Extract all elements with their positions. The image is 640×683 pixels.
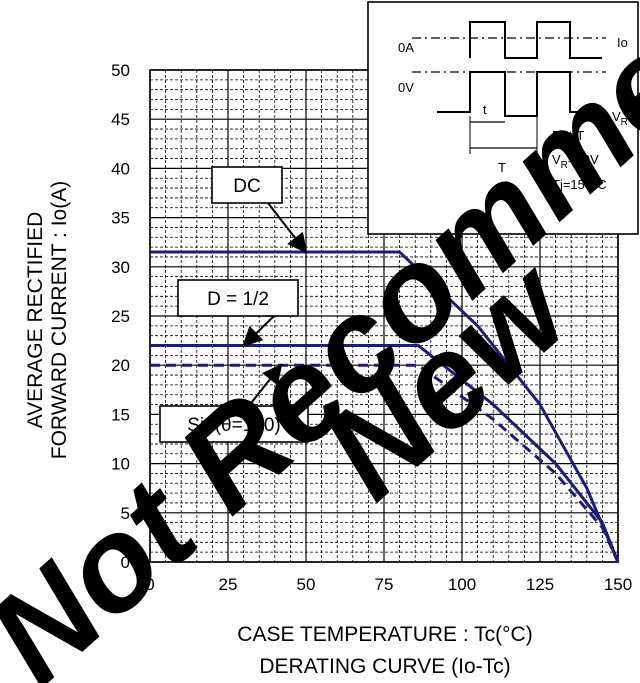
- y-tick-label: 25: [111, 307, 130, 326]
- x-axis-label: CASE TEMPERATURE : Tc(°C): [237, 623, 532, 646]
- inset-io: Io: [617, 35, 628, 50]
- inset-T: T: [498, 160, 506, 175]
- series-line: [150, 344, 620, 563]
- series-line: [150, 363, 620, 563]
- x-tick-label: 125: [526, 575, 554, 594]
- inset-vr: VR: [612, 109, 628, 128]
- x-tick-label: 50: [297, 575, 316, 594]
- callout-label: D = 1/2: [207, 289, 269, 310]
- inset-t: t: [483, 102, 487, 117]
- series-line: [150, 250, 620, 563]
- x-tick-label: 75: [375, 575, 394, 594]
- callout-arrow: [267, 202, 308, 254]
- callout-arrow: [242, 315, 275, 347]
- x-tick-label: 100: [448, 575, 476, 594]
- y-tick-label: 5: [121, 504, 130, 523]
- y-axis-label-line1: AVERAGE RECTIFIED: [24, 212, 47, 429]
- y-tick-label: 50: [111, 61, 130, 80]
- inset-tj: Tj=150°C: [552, 177, 607, 192]
- inset-0v: 0V: [398, 80, 414, 95]
- inset-vr-value: VR=30V: [552, 152, 599, 171]
- y-tick-label: 10: [111, 455, 130, 474]
- callout-box: [159, 405, 309, 443]
- y-tick-label: 30: [111, 258, 130, 277]
- callout-box: [177, 279, 299, 317]
- series-layer: [150, 250, 620, 563]
- callout-arrow: [248, 363, 283, 407]
- x-tick-label: 25: [219, 575, 238, 594]
- inset-0a: 0A: [398, 40, 414, 55]
- y-axis-label-line2: FORWARD CURRENT : Io(A): [48, 181, 71, 459]
- y-tick-label: 40: [111, 159, 130, 178]
- x-tick-label: 150: [604, 575, 632, 594]
- chart-caption: DERATING CURVE (Io-Tc): [259, 655, 510, 678]
- inset-waveform: Io 0A 0V t T VR D=t/T VR=30V Tj=150°C: [367, 1, 639, 235]
- y-tick-label: 0: [121, 553, 130, 572]
- y-tick-label: 15: [111, 405, 130, 424]
- callout-box: [211, 166, 283, 204]
- inset-duty: D=t/T: [552, 128, 584, 143]
- annotations: DC D = 1/2 Sin(θ=180): [159, 166, 309, 443]
- x-tick-label: 0: [145, 575, 154, 594]
- tick-labels: 0 25 50 75 100 125 150 0 5 10 15 20 25 30 35 40 45 50: [111, 61, 632, 594]
- y-tick-label: 45: [111, 110, 130, 129]
- callout-label: DC: [233, 176, 260, 197]
- y-tick-label: 20: [111, 356, 130, 375]
- callout-label: Sin(θ=180): [187, 415, 280, 436]
- y-tick-label: 35: [111, 209, 130, 228]
